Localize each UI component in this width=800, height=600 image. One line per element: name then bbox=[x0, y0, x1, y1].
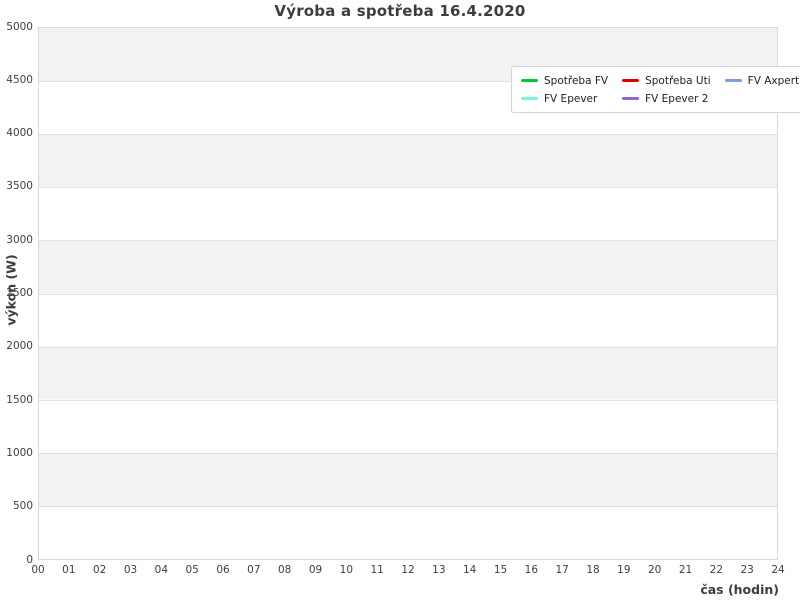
legend-item: FV Epever 2 bbox=[622, 91, 711, 106]
legend-item: Spotřeba FV bbox=[521, 73, 608, 88]
x-tick-label: 07 bbox=[247, 564, 261, 576]
legend-label: Spotřeba FV bbox=[544, 74, 609, 87]
gridline bbox=[39, 134, 777, 136]
x-tick-label: 02 bbox=[92, 564, 107, 576]
legend-item: Spotřeba Uti bbox=[622, 73, 711, 88]
gridline bbox=[39, 399, 777, 401]
x-tick-label: 09 bbox=[308, 564, 323, 576]
y-tick-label: 0 bbox=[26, 553, 33, 566]
x-tick-label: 20 bbox=[647, 564, 662, 576]
legend-swatch-icon bbox=[724, 79, 742, 82]
legend-item: FV Epever bbox=[521, 91, 608, 106]
gridline bbox=[39, 187, 777, 189]
x-tick-label: 22 bbox=[709, 564, 724, 576]
legend-swatch-icon bbox=[622, 97, 640, 100]
x-tick-label: 00 bbox=[31, 564, 45, 576]
x-tick-label: 01 bbox=[62, 564, 76, 576]
gridline bbox=[39, 81, 777, 83]
y-tick-label: 4500 bbox=[6, 73, 33, 86]
x-tick-label: 06 bbox=[216, 564, 230, 576]
x-tick-label: 05 bbox=[185, 564, 199, 576]
gridline bbox=[39, 293, 777, 295]
y-tick-label: 3500 bbox=[6, 180, 33, 193]
y-tick-label: 4000 bbox=[6, 127, 33, 140]
x-tick-label: 24 bbox=[771, 564, 785, 576]
legend: Spotřeba FV FV Epever Spotřeba Uti FV Epeve… bbox=[511, 66, 800, 113]
legend-item: FV Axpert bbox=[724, 73, 800, 88]
x-tick-label: 23 bbox=[740, 564, 754, 576]
y-tick-label: 1500 bbox=[6, 393, 33, 406]
x-tick-label: 12 bbox=[401, 564, 415, 576]
legend-label: FV Epever bbox=[544, 92, 598, 105]
x-tick-label: 14 bbox=[462, 564, 477, 576]
x-tick-label: 16 bbox=[524, 564, 539, 576]
gridline bbox=[39, 505, 777, 507]
x-tick-label: 21 bbox=[678, 564, 693, 576]
y-tick-label: 1000 bbox=[6, 446, 33, 459]
x-tick-label: 15 bbox=[493, 564, 508, 576]
y-tick-label: 2500 bbox=[6, 287, 33, 299]
y-tick-label: 5000 bbox=[6, 20, 33, 33]
x-tick-label: 10 bbox=[339, 564, 354, 576]
legend-swatch-icon bbox=[521, 79, 538, 82]
plot-area: Spotřeba FV FV Epever Spotřeba Uti FV Epeve… bbox=[38, 27, 800, 560]
x-axis-label: čas (hodin) bbox=[700, 582, 779, 597]
legend-label: FV Axpert bbox=[747, 74, 800, 87]
x-tick-label: 13 bbox=[432, 564, 446, 576]
y-tick-label: 2000 bbox=[6, 340, 33, 353]
gridline bbox=[39, 240, 777, 242]
x-tick-label: 11 bbox=[370, 564, 384, 576]
y-tick-label: 3000 bbox=[6, 233, 33, 246]
gridline bbox=[39, 452, 777, 454]
chart-title: Výroba a spotřeba 16.4.2020 bbox=[274, 2, 526, 20]
x-tick-label: 17 bbox=[555, 564, 569, 576]
legend-swatch-icon bbox=[622, 79, 640, 82]
legend-label: Spotřeba Uti bbox=[645, 74, 711, 87]
x-tick-label: 04 bbox=[154, 564, 169, 576]
x-tick-label: 19 bbox=[617, 564, 631, 576]
legend-label: FV Epever 2 bbox=[645, 92, 709, 105]
x-tick-label: 08 bbox=[277, 564, 292, 576]
legend-swatch-icon bbox=[521, 97, 538, 100]
x-tick-label: 18 bbox=[586, 564, 600, 576]
x-tick-label: 03 bbox=[123, 564, 138, 576]
gridline bbox=[39, 346, 777, 348]
y-tick-label: 500 bbox=[12, 500, 33, 513]
